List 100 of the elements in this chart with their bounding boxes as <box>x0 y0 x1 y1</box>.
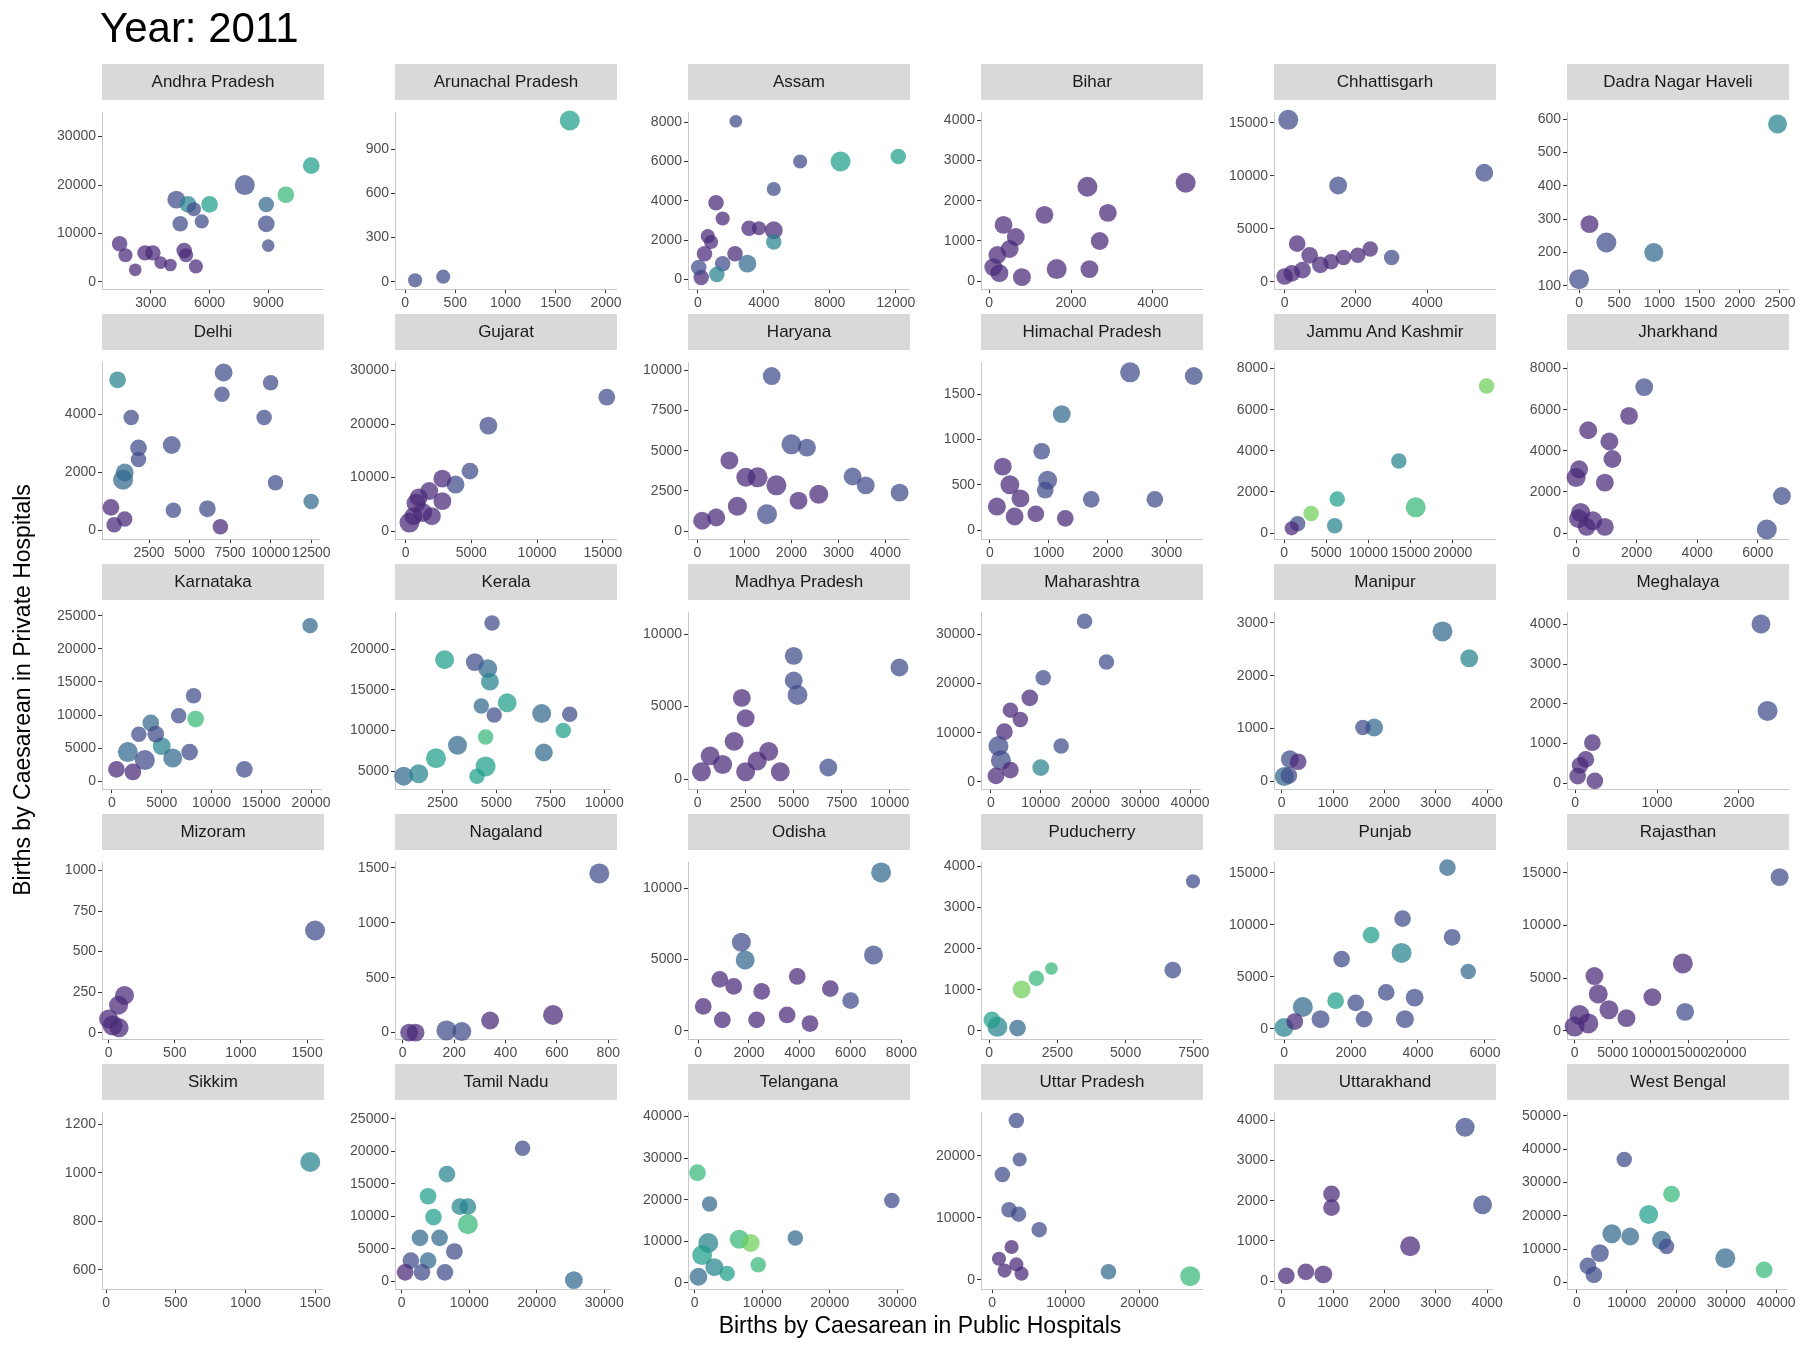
y-tick-label: 15000 <box>350 680 390 697</box>
x-tick-label: 0 <box>985 1044 994 1061</box>
x-tick-label: 20000 <box>1707 1044 1747 1061</box>
x-tick-label: 12000 <box>876 294 916 311</box>
x-tick-label: 500 <box>163 1044 187 1061</box>
y-tick-label: 30000 <box>350 361 390 378</box>
x-tick-label: 4000 <box>1411 294 1444 311</box>
x-tick-label: 2000 <box>1335 1044 1367 1061</box>
x-tick-label: 2000 <box>1621 544 1653 561</box>
y-tick-label: 500 <box>1537 143 1562 160</box>
x-tick-label: 0 <box>985 544 994 561</box>
x-tick-label: 5000 <box>778 794 810 811</box>
y-tick-label: 2500 <box>650 481 683 498</box>
x-tick-label: 0 <box>1280 544 1289 561</box>
x-tick-label: 12500 <box>291 544 331 561</box>
x-tick-label: 3000 <box>1420 794 1452 811</box>
y-tick-label: 6000 <box>1236 400 1269 417</box>
x-tick-label: 0 <box>401 294 410 311</box>
x-tick-label: 10000 <box>742 1294 782 1311</box>
y-tick-label: 0 <box>967 1270 976 1287</box>
x-tick-label: 0 <box>1277 794 1286 811</box>
y-tick-label: 0 <box>88 772 97 789</box>
y-tick-label: 1000 <box>357 913 390 930</box>
y-tick-label: 10000 <box>350 468 390 485</box>
x-tick-label: 0 <box>1280 1044 1289 1061</box>
x-tick-label: 1000 <box>1317 1294 1349 1311</box>
x-tick-label: 5000 <box>1597 1044 1629 1061</box>
x-tick-label: 4000 <box>1137 294 1169 311</box>
y-tick-label: 1000 <box>943 980 976 997</box>
y-tick-label: 0 <box>381 1023 390 1040</box>
x-tick-label: 10000 <box>1607 1294 1647 1311</box>
x-tick-label: 6000 <box>1742 544 1774 561</box>
y-tick-label: 20000 <box>57 175 97 192</box>
x-tick-label: 5000 <box>455 544 488 561</box>
y-tick-label: 0 <box>88 521 97 538</box>
x-tick-label: 20000 <box>1433 544 1473 561</box>
x-tick-label: 20000 <box>810 1294 850 1311</box>
chart-title: Karnataka <box>102 564 324 600</box>
y-tick-label: 10000 <box>1522 916 1562 933</box>
chart-title: West Bengal <box>1567 1064 1789 1100</box>
x-tick-label: 20000 <box>291 794 331 811</box>
y-tick-label: 0 <box>1260 272 1269 289</box>
chart-title: Haryana <box>688 314 910 350</box>
y-tick-label: 4000 <box>1236 441 1269 458</box>
y-tick-label: 0 <box>1260 523 1269 540</box>
x-tick-label: 30000 <box>1706 1294 1746 1311</box>
x-tick-label: 2000 <box>1368 794 1401 811</box>
x-tick-label: 0 <box>401 544 410 561</box>
x-tick-label: 20000 <box>517 1294 557 1311</box>
x-tick-label: 5000 <box>1110 1044 1142 1061</box>
x-tick-label: 1000 <box>489 294 522 311</box>
y-tick-label: 0 <box>967 1021 976 1038</box>
y-tick-label: 10000 <box>1229 166 1269 183</box>
x-tick-label: 10000 <box>1631 1044 1671 1061</box>
y-tick-label: 600 <box>72 1260 97 1277</box>
chart-title: Mizoram <box>102 814 324 850</box>
x-tick-label: 10000 <box>870 794 910 811</box>
y-tick-label: 0 <box>88 1023 97 1040</box>
x-tick-label: 2000 <box>1368 1294 1401 1311</box>
x-tick-label: 2000 <box>1724 294 1756 311</box>
y-tick-label: 1000 <box>943 430 976 447</box>
x-tick-label: 4000 <box>784 1044 816 1061</box>
y-tick-label: 0 <box>674 769 683 786</box>
x-tick-label: 6000 <box>193 294 226 311</box>
y-tick-label: 400 <box>1537 176 1562 193</box>
y-tick-label: 100 <box>1537 276 1562 293</box>
y-tick-label: 10000 <box>643 1232 683 1249</box>
y-tick-label: 2000 <box>1236 666 1269 683</box>
y-tick-label: 20000 <box>350 1142 390 1159</box>
y-tick-label: 6000 <box>650 152 683 169</box>
x-tick-label: 1000 <box>1641 794 1673 811</box>
y-tick-label: 0 <box>967 520 976 537</box>
chart-title: Jammu And Kashmir <box>1274 314 1496 350</box>
y-tick-label: 20000 <box>1522 1206 1562 1223</box>
y-tick-label: 10000 <box>350 721 390 738</box>
x-tick-label: 4000 <box>1402 1044 1434 1061</box>
chart-title: Maharashtra <box>981 564 1203 600</box>
y-tick-label: 5000 <box>64 739 97 755</box>
x-tick-label: 0 <box>1277 1294 1286 1311</box>
x-tick-label: 15000 <box>1669 1044 1709 1061</box>
chart-title: Madhya Pradesh <box>688 564 910 600</box>
x-tick-label: 0 <box>108 794 117 811</box>
x-tick-label: 1000 <box>225 1044 257 1061</box>
y-tick-label: 500 <box>72 942 97 959</box>
x-tick-label: 10000 <box>449 1294 489 1311</box>
y-tick-label: 5000 <box>1236 967 1269 984</box>
y-tick-label: 50000 <box>1522 1106 1562 1123</box>
y-tick-label: 10000 <box>57 224 97 241</box>
x-tick-label: 2000 <box>1340 294 1372 311</box>
chart-title: Andhra Pradesh <box>102 64 324 100</box>
y-tick-label: 1500 <box>943 384 976 401</box>
y-tick-label: 0 <box>381 522 390 539</box>
y-tick-label: 1200 <box>64 1115 97 1132</box>
x-tick-label: 1000 <box>1033 544 1065 561</box>
x-tick-label: 3000 <box>822 544 855 561</box>
x-tick-label: 3000 <box>1420 1294 1452 1311</box>
x-tick-label: 3000 <box>1151 544 1183 561</box>
x-tick-label: 15000 <box>583 544 623 561</box>
chart-title: Uttarakhand <box>1274 1064 1496 1100</box>
y-tick-label: 250 <box>72 983 97 1000</box>
